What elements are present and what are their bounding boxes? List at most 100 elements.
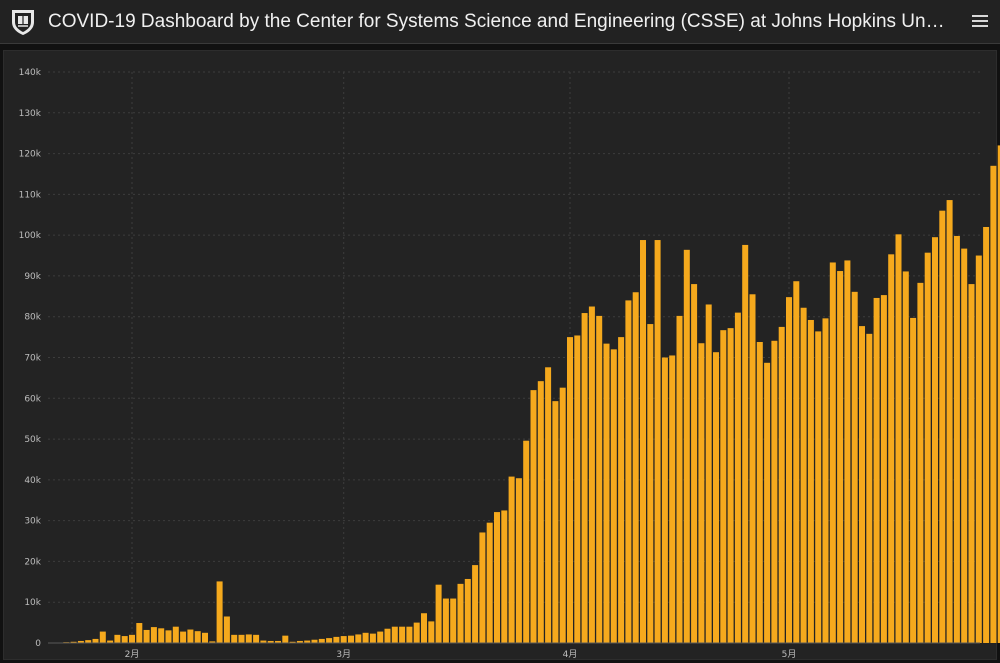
bar[interactable] xyxy=(895,234,902,643)
bar[interactable] xyxy=(756,342,763,643)
bar[interactable] xyxy=(924,252,931,643)
bar[interactable] xyxy=(289,641,296,643)
bar[interactable] xyxy=(983,226,990,643)
bar[interactable] xyxy=(377,631,384,643)
bar[interactable] xyxy=(406,626,413,643)
bar[interactable] xyxy=(165,630,172,643)
bar[interactable] xyxy=(318,638,325,643)
bar[interactable] xyxy=(939,210,946,643)
bar[interactable] xyxy=(588,306,595,643)
bar[interactable] xyxy=(450,598,457,643)
bar[interactable] xyxy=(296,640,303,643)
bar[interactable] xyxy=(515,478,522,643)
bar[interactable] xyxy=(180,631,187,643)
bar[interactable] xyxy=(479,532,486,643)
bar[interactable] xyxy=(902,271,909,643)
bar[interactable] xyxy=(997,145,1000,643)
bar[interactable] xyxy=(238,634,245,643)
bar[interactable] xyxy=(442,598,449,643)
bar[interactable] xyxy=(800,307,807,643)
bar[interactable] xyxy=(99,631,106,643)
bar[interactable] xyxy=(282,635,289,643)
bar[interactable] xyxy=(880,295,887,643)
bar[interactable] xyxy=(362,632,369,643)
bar[interactable] xyxy=(202,632,208,643)
bar[interactable] xyxy=(494,512,500,643)
bar[interactable] xyxy=(873,297,880,643)
bar[interactable] xyxy=(348,635,354,643)
bar[interactable] xyxy=(216,581,223,643)
bar[interactable] xyxy=(70,641,77,643)
bar[interactable] xyxy=(764,362,771,643)
bar[interactable] xyxy=(435,584,442,643)
bar[interactable] xyxy=(172,626,179,643)
bar[interactable] xyxy=(333,636,340,643)
bar[interactable] xyxy=(654,240,661,643)
bar[interactable] xyxy=(990,165,997,644)
bar[interactable] xyxy=(661,357,668,644)
bar[interactable] xyxy=(676,315,683,643)
bar[interactable] xyxy=(953,235,960,644)
bar[interactable] xyxy=(260,640,267,643)
bar[interactable] xyxy=(275,640,281,643)
bar[interactable] xyxy=(807,319,814,643)
bar[interactable] xyxy=(107,640,114,643)
bar[interactable] xyxy=(121,636,128,643)
bar[interactable] xyxy=(143,629,150,643)
bar[interactable] xyxy=(910,317,917,643)
bar[interactable] xyxy=(975,255,982,644)
bar[interactable] xyxy=(129,634,135,643)
bar[interactable] xyxy=(968,284,975,643)
bar[interactable] xyxy=(888,254,895,644)
bar[interactable] xyxy=(158,628,165,643)
bar[interactable] xyxy=(136,623,143,643)
bar[interactable] xyxy=(829,262,836,643)
bar[interactable] xyxy=(223,616,230,643)
bar[interactable] xyxy=(610,349,617,643)
bar[interactable] xyxy=(581,313,588,643)
bar[interactable] xyxy=(705,304,712,643)
bar[interactable] xyxy=(749,294,756,643)
bar[interactable] xyxy=(815,331,822,643)
bar[interactable] xyxy=(253,634,260,643)
bar[interactable] xyxy=(501,510,508,643)
bar[interactable] xyxy=(304,640,311,643)
bar[interactable] xyxy=(472,565,479,643)
bar[interactable] xyxy=(187,629,194,643)
bar[interactable] xyxy=(778,326,785,643)
bar[interactable] xyxy=(786,297,792,643)
bar[interactable] xyxy=(574,335,581,643)
bar[interactable] xyxy=(85,640,92,643)
bar[interactable] xyxy=(369,633,376,643)
bar[interactable] xyxy=(640,240,646,643)
bar[interactable] xyxy=(508,476,515,643)
bar[interactable] xyxy=(632,292,639,643)
bar[interactable] xyxy=(698,343,705,643)
bar[interactable] xyxy=(946,200,953,643)
bar[interactable] xyxy=(822,318,829,643)
hamburger-menu-icon[interactable] xyxy=(968,9,992,33)
bar[interactable] xyxy=(720,330,727,643)
bar[interactable] xyxy=(837,271,844,643)
bar[interactable] xyxy=(537,381,544,643)
bar[interactable] xyxy=(771,340,778,643)
bar[interactable] xyxy=(559,387,566,643)
bar[interactable] xyxy=(618,337,625,643)
bar[interactable] xyxy=(545,367,552,643)
bar[interactable] xyxy=(464,578,471,643)
bar[interactable] xyxy=(267,640,274,643)
bar[interactable] xyxy=(421,613,427,643)
bar[interactable] xyxy=(603,343,610,643)
bar[interactable] xyxy=(917,282,924,643)
bar[interactable] xyxy=(625,300,632,643)
bar[interactable] xyxy=(150,627,157,643)
bar[interactable] xyxy=(567,337,573,643)
bar[interactable] xyxy=(691,284,698,643)
bar[interactable] xyxy=(866,333,873,643)
bar[interactable] xyxy=(311,639,318,643)
bar[interactable] xyxy=(713,352,719,643)
bar[interactable] xyxy=(114,634,121,643)
bar[interactable] xyxy=(77,640,84,643)
bar[interactable] xyxy=(793,281,800,643)
bar[interactable] xyxy=(428,621,435,643)
